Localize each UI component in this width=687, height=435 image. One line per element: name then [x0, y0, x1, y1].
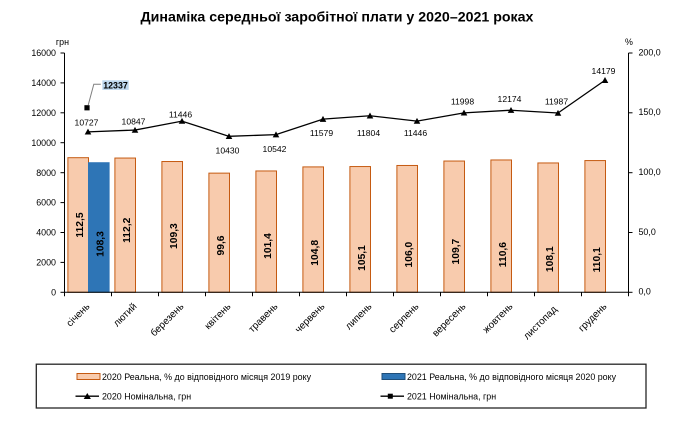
svg-text:99,6: 99,6 — [216, 235, 227, 255]
svg-text:112,5: 112,5 — [75, 212, 86, 237]
svg-text:Динаміка середньої заробітної: Динаміка середньої заробітної плати у 20… — [141, 10, 534, 26]
svg-text:101,4: 101,4 — [263, 233, 274, 259]
svg-text:16000: 16000 — [31, 48, 56, 58]
svg-text:112,2: 112,2 — [122, 217, 133, 242]
svg-text:%: % — [625, 37, 633, 47]
svg-text:14179: 14179 — [592, 66, 616, 76]
svg-text:2021 Реальна, % до відповідног: 2021 Реальна, % до відповідного місяця 2… — [407, 372, 617, 382]
svg-text:108,1: 108,1 — [545, 246, 556, 272]
svg-text:11446: 11446 — [404, 128, 427, 138]
svg-text:100,0: 100,0 — [639, 167, 661, 177]
svg-text:11446: 11446 — [169, 110, 192, 120]
svg-text:6000: 6000 — [36, 198, 56, 208]
svg-text:12337: 12337 — [103, 80, 128, 90]
svg-text:104,8: 104,8 — [310, 240, 321, 266]
svg-text:110,6: 110,6 — [498, 242, 509, 267]
svg-text:200,0: 200,0 — [639, 47, 661, 57]
svg-text:12000: 12000 — [31, 108, 56, 118]
svg-text:11804: 11804 — [357, 128, 380, 138]
svg-text:150,0: 150,0 — [639, 107, 661, 117]
svg-text:10847: 10847 — [122, 116, 146, 126]
svg-text:11998: 11998 — [451, 97, 474, 107]
svg-text:10000: 10000 — [31, 138, 56, 148]
svg-text:106,0: 106,0 — [404, 241, 415, 267]
svg-text:14000: 14000 — [31, 78, 56, 88]
svg-text:0,0: 0,0 — [639, 287, 651, 297]
svg-text:10542: 10542 — [263, 144, 287, 154]
svg-text:2000: 2000 — [36, 258, 56, 268]
svg-text:109,3: 109,3 — [169, 223, 180, 249]
svg-text:108,3: 108,3 — [95, 231, 106, 257]
svg-text:10430: 10430 — [216, 146, 240, 156]
svg-text:2021 Номінальна, грн: 2021 Номінальна, грн — [407, 391, 496, 401]
svg-text:109,7: 109,7 — [451, 238, 462, 264]
svg-text:110,1: 110,1 — [592, 247, 603, 272]
svg-text:10727: 10727 — [75, 117, 99, 127]
svg-text:50,0: 50,0 — [639, 227, 656, 237]
svg-text:2020 Реальна, % до відповідног: 2020 Реальна, % до відповідного місяця 2… — [102, 372, 312, 382]
svg-text:11579: 11579 — [310, 128, 333, 138]
svg-text:0: 0 — [51, 287, 56, 297]
svg-text:грн: грн — [56, 37, 69, 47]
svg-text:105,1: 105,1 — [357, 245, 368, 271]
svg-text:12174: 12174 — [498, 94, 522, 104]
svg-text:4000: 4000 — [36, 228, 56, 238]
svg-text:8000: 8000 — [36, 168, 56, 178]
svg-text:2020 Номінальна, грн: 2020 Номінальна, грн — [102, 391, 191, 401]
svg-text:11987: 11987 — [545, 97, 568, 107]
